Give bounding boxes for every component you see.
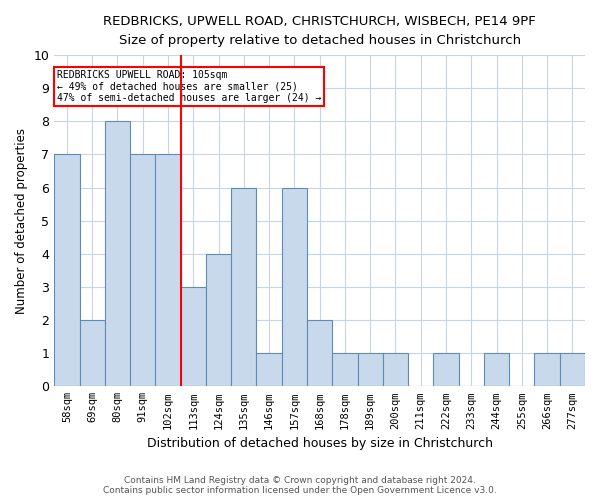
Bar: [54, 154, 80, 386]
Bar: [332, 353, 358, 386]
Title: REDBRICKS, UPWELL ROAD, CHRISTCHURCH, WISBECH, PE14 9PF
Size of property relativ: REDBRICKS, UPWELL ROAD, CHRISTCHURCH, WI…: [103, 15, 536, 47]
Bar: [282, 188, 307, 386]
Bar: [181, 287, 206, 386]
Bar: [231, 188, 256, 386]
Bar: [484, 353, 509, 386]
Bar: [206, 254, 231, 386]
Bar: [130, 154, 155, 386]
Bar: [105, 122, 130, 386]
Bar: [383, 353, 408, 386]
Bar: [256, 353, 282, 386]
Bar: [535, 353, 560, 386]
Bar: [155, 154, 181, 386]
X-axis label: Distribution of detached houses by size in Christchurch: Distribution of detached houses by size …: [146, 437, 493, 450]
Bar: [433, 353, 458, 386]
Bar: [80, 320, 105, 386]
Text: REDBRICKS UPWELL ROAD: 105sqm
← 49% of detached houses are smaller (25)
47% of s: REDBRICKS UPWELL ROAD: 105sqm ← 49% of d…: [57, 70, 322, 103]
Y-axis label: Number of detached properties: Number of detached properties: [15, 128, 28, 314]
Text: Contains HM Land Registry data © Crown copyright and database right 2024.
Contai: Contains HM Land Registry data © Crown c…: [103, 476, 497, 495]
Bar: [358, 353, 383, 386]
Bar: [560, 353, 585, 386]
Bar: [307, 320, 332, 386]
